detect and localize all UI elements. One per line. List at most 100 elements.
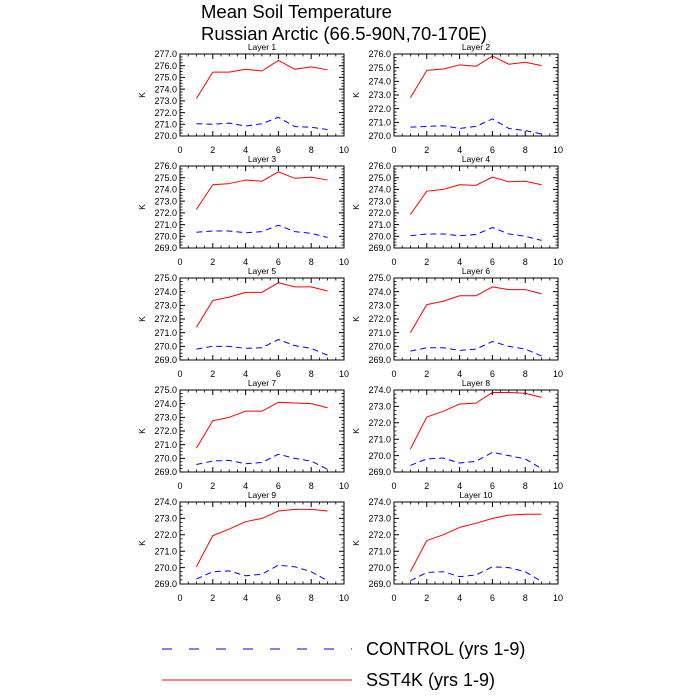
panel-title: Layer 10 (459, 490, 492, 500)
y-axis-label: K (351, 204, 361, 210)
sst4k-series-line (195, 282, 328, 328)
x-tick-label: 8 (309, 145, 314, 155)
panel-title: Layer 8 (462, 378, 491, 388)
x-tick-label: 2 (424, 593, 429, 603)
x-tick-label: 10 (553, 369, 563, 379)
x-tick-label: 10 (339, 257, 349, 267)
x-tick-label: 8 (309, 257, 314, 267)
x-tick-label: 6 (490, 145, 495, 155)
y-tick-label: 269.0 (154, 579, 177, 589)
control-series-line (196, 339, 328, 356)
y-tick-label: 274.0 (154, 399, 177, 409)
y-axis-label: K (137, 316, 147, 322)
y-tick-label: 275.0 (154, 173, 177, 183)
x-tick-label: 2 (210, 145, 215, 155)
y-tick-label: 269.0 (368, 579, 391, 589)
y-axis-label: K (351, 428, 361, 434)
x-tick-label: 8 (309, 369, 314, 379)
x-tick-label: 8 (309, 481, 314, 491)
x-tick-label: 4 (243, 369, 248, 379)
y-tick-label: 272.0 (154, 530, 177, 540)
panel-layer-7: Layer 7 K 0 2 4 6 8 10 269.0 270.0 271.0 272.0 273.0… (137, 378, 349, 491)
x-tick-label: 0 (391, 369, 396, 379)
y-tick-label: 270.0 (368, 231, 391, 241)
minor-tick-marks (180, 278, 344, 360)
control-series-line (410, 451, 542, 470)
x-tick-label: 2 (424, 481, 429, 491)
y-tick-label: 272.0 (368, 314, 391, 324)
x-tick-label: 4 (243, 257, 248, 267)
control-series-line (410, 341, 542, 357)
y-tick-label: 272.0 (154, 108, 177, 118)
minor-tick-marks (394, 502, 558, 584)
x-tick-label: 4 (457, 481, 462, 491)
x-tick-label: 6 (276, 481, 281, 491)
x-tick-label: 4 (457, 369, 462, 379)
y-tick-label: 271.0 (154, 119, 177, 129)
control-series-line (410, 566, 542, 582)
y-tick-label: 274.0 (154, 84, 177, 94)
series-lines (195, 59, 328, 131)
x-tick-label: 10 (553, 481, 563, 491)
legend-entry-sst4k: SST4K (yrs 1-9) (162, 670, 495, 690)
control-series-line (410, 227, 542, 241)
y-tick-label: 271.0 (368, 328, 391, 338)
control-series-line (196, 564, 328, 582)
legend-label-control: CONTROL (yrs 1-9) (366, 639, 525, 659)
x-tick-label: 10 (339, 593, 349, 603)
x-tick-label: 4 (243, 481, 248, 491)
sst4k-series-line (409, 391, 542, 450)
y-tick-label: 272.0 (154, 208, 177, 218)
panel-title: Layer 2 (462, 42, 491, 52)
x-tick-label: 0 (177, 145, 182, 155)
panel-title: Layer 5 (248, 266, 277, 276)
y-tick-label: 273.0 (368, 90, 391, 100)
x-tick-label: 6 (276, 369, 281, 379)
x-tick-label: 8 (523, 481, 528, 491)
y-tick-label: 275.0 (154, 385, 177, 395)
y-tick-label: 273.0 (154, 301, 177, 311)
sst4k-series-line (409, 176, 542, 215)
panel-title: Layer 6 (462, 266, 491, 276)
y-tick-label: 270.0 (368, 131, 391, 141)
series-lines (195, 401, 328, 470)
x-tick-label: 10 (553, 145, 563, 155)
legend-label-sst4k: SST4K (yrs 1-9) (366, 670, 495, 690)
y-tick-label: 274.0 (154, 185, 177, 195)
y-axis-label: K (137, 540, 147, 546)
y-tick-label: 270.0 (368, 451, 391, 461)
y-tick-label: 270.0 (368, 563, 391, 573)
x-tick-label: 2 (424, 257, 429, 267)
y-tick-label: 272.0 (368, 418, 391, 428)
x-tick-label: 10 (339, 369, 349, 379)
y-axis-label: K (137, 204, 147, 210)
x-tick-label: 8 (523, 257, 528, 267)
y-tick-label: 274.0 (368, 385, 391, 395)
series-lines (195, 282, 328, 356)
legend-entry-control: CONTROL (yrs 1-9) (162, 639, 525, 659)
y-tick-label: 275.0 (368, 63, 391, 73)
minor-tick-marks (394, 54, 558, 136)
control-series-line (196, 116, 328, 131)
minor-tick-marks (180, 166, 344, 248)
x-tick-label: 10 (553, 257, 563, 267)
series-lines (409, 286, 542, 357)
series-lines (195, 171, 328, 238)
y-tick-label: 274.0 (368, 185, 391, 195)
panel-layer-9: Layer 9 K 0 2 4 6 8 10 269.0 270.0 271.0 272.0 273.0… (137, 490, 349, 603)
y-axis-label: K (351, 92, 361, 98)
x-tick-label: 0 (391, 593, 396, 603)
x-tick-label: 0 (391, 257, 396, 267)
y-tick-label: 273.0 (154, 413, 177, 423)
y-tick-label: 275.0 (154, 73, 177, 83)
control-series-line (196, 224, 328, 238)
panel-layer-8: Layer 8 K 0 2 4 6 8 10 269.0 270.0 271.0 272.0 273.0… (351, 378, 563, 491)
y-tick-label: 271.0 (368, 220, 391, 230)
y-tick-label: 272.0 (154, 314, 177, 324)
chart-title: Mean Soil Temperature (201, 1, 392, 22)
y-tick-label: 270.0 (154, 231, 177, 241)
y-tick-label: 273.0 (154, 196, 177, 206)
panel-title: Layer 1 (248, 42, 277, 52)
